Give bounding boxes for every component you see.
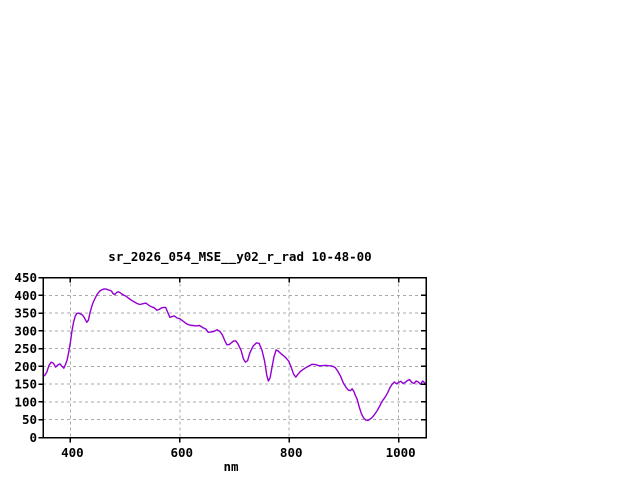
y-tick-label: 250: [14, 341, 37, 356]
y-tick-label: 400: [14, 288, 37, 303]
y-tick-label: 150: [14, 377, 37, 392]
y-tick-label: 0: [29, 430, 37, 445]
grid-layer: [43, 277, 426, 438]
y-tick-label: 350: [14, 306, 37, 321]
x-tick-label: 1000: [386, 445, 416, 460]
x-tick-label: 600: [170, 445, 193, 460]
radiance-series-line: [42, 288, 427, 422]
chart-title: sr_2026_054_MSE__y02_r_rad 10-48-00: [108, 249, 371, 265]
tick-labels: 0 50 100 150 200 250 300 350 400 450 400 600 800 1000: [14, 270, 415, 460]
x-axis-label: nm: [223, 459, 239, 474]
y-tick-label: 450: [14, 270, 37, 285]
series-layer: [42, 288, 427, 422]
x-tick-label: 400: [61, 445, 84, 460]
y-tick-label: 100: [14, 394, 37, 409]
y-tick-label: 200: [14, 359, 37, 374]
x-tick-label: 800: [280, 445, 303, 460]
y-tick-label: 300: [14, 323, 37, 338]
tick-marks: [38, 276, 426, 443]
plot-frame: [42, 276, 427, 439]
y-tick-label: 50: [22, 412, 37, 427]
